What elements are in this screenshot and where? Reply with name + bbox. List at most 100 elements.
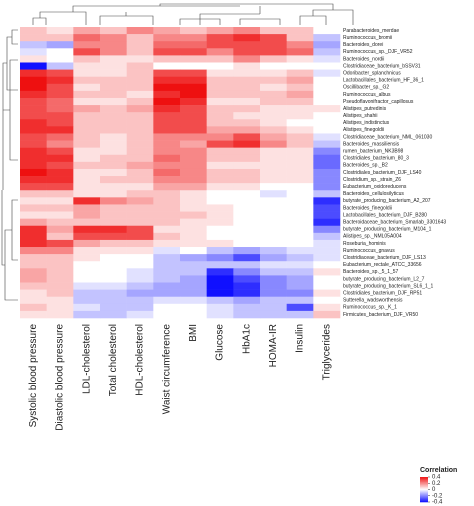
row-label: Clostridiales_bacterium_DJF_RP51	[343, 290, 422, 296]
column-label: LDL-cholesterol	[81, 324, 92, 394]
heatmap-cell	[233, 183, 261, 191]
heatmap-cell	[260, 218, 287, 227]
heatmap-cell	[20, 55, 47, 63]
heatmap-cell	[126, 147, 154, 156]
heatmap-cell	[46, 41, 74, 49]
colorbar-segment	[420, 480, 428, 482]
heatmap-cell	[286, 183, 314, 191]
heatmap-cell	[180, 275, 207, 283]
heatmap-cell	[46, 239, 74, 248]
heatmap-cell	[153, 204, 181, 212]
heatmap-cell	[73, 268, 101, 276]
heatmap-cell	[100, 27, 127, 35]
heatmap-cell	[73, 190, 101, 198]
colorbar-segment	[420, 489, 428, 491]
heatmap-cell	[180, 282, 207, 290]
heatmap-cell	[153, 232, 181, 241]
heatmap-cell	[180, 268, 207, 276]
column-label: Systolic blood pressure	[28, 324, 39, 428]
heatmap-cell	[20, 168, 47, 177]
heatmap-cell	[260, 83, 287, 92]
heatmap-cell	[180, 232, 207, 241]
heatmap-cell	[313, 176, 341, 184]
heatmap-cell	[313, 90, 341, 99]
heatmap-cell	[126, 140, 154, 148]
heatmap-cell	[286, 140, 314, 148]
heatmap-cell	[286, 62, 314, 70]
heatmap-cell	[73, 76, 101, 85]
heatmap-cell	[206, 247, 234, 255]
heatmap-cell	[73, 55, 101, 63]
row-label: butyrate_producing_bacterium_A2_207	[343, 198, 431, 204]
heatmap-cell	[260, 261, 287, 269]
heatmap-cell	[100, 62, 127, 70]
heatmap-cell	[313, 112, 341, 120]
column-label: Waist circumference	[161, 324, 172, 415]
heatmap-cell	[126, 119, 154, 127]
heatmap-cell	[153, 261, 181, 269]
heatmap-cell	[260, 183, 287, 191]
heatmap-cell	[260, 126, 287, 134]
row-label: Ruminococcus_bromii	[343, 35, 392, 41]
colorbar-segment	[420, 482, 428, 484]
heatmap-cell	[313, 296, 341, 305]
heatmap-cell	[260, 190, 287, 198]
heatmap-cell	[260, 140, 287, 148]
heatmap-cell	[313, 34, 341, 42]
heatmap-cell	[233, 55, 261, 63]
heatmap-cell	[180, 176, 207, 184]
heatmap-cell	[286, 126, 314, 134]
heatmap-cell	[260, 282, 287, 290]
heatmap-cell	[233, 83, 261, 92]
heatmap-cell	[20, 303, 47, 312]
heatmap-cell	[73, 119, 101, 127]
heatmap-cell	[20, 218, 47, 227]
heatmap-cell	[233, 147, 261, 156]
heatmap-cell	[233, 62, 261, 70]
heatmap-cell	[20, 310, 47, 319]
heatmap-cell	[286, 261, 314, 269]
colorbar-segment	[420, 497, 428, 498]
heatmap-cell	[46, 261, 74, 269]
heatmap-cell	[73, 83, 101, 92]
colorbar-segment	[420, 481, 428, 483]
heatmap-cell	[153, 27, 181, 35]
heatmap-cell	[46, 55, 74, 63]
heatmap-cell	[153, 55, 181, 63]
heatmap-cell	[46, 97, 74, 106]
heatmap-cell	[313, 105, 341, 113]
column-label: HOMA-IR	[268, 324, 279, 367]
heatmap-cell	[153, 48, 181, 56]
heatmap-cell	[153, 275, 181, 283]
heatmap-cell	[206, 303, 234, 312]
heatmap-cell	[153, 105, 181, 113]
heatmap-cell	[100, 310, 127, 319]
heatmap-cell	[286, 275, 314, 283]
heatmap-cell	[313, 275, 341, 283]
row-label: Bacteroides_cellulosilyticus	[343, 191, 404, 197]
row-label: Alistipes_indistinctus	[343, 120, 390, 126]
heatmap-cell	[126, 218, 154, 227]
heatmap-cell	[73, 168, 101, 177]
heatmap-cell	[313, 154, 341, 163]
heatmap-cell	[180, 211, 207, 219]
heatmap-cell	[180, 27, 207, 35]
heatmap-cell	[233, 282, 261, 290]
heatmap-cell	[126, 225, 154, 234]
heatmap-cell	[20, 232, 47, 241]
heatmap-cell	[286, 232, 314, 241]
heatmap-cell	[20, 247, 47, 255]
heatmap-cell	[286, 27, 314, 35]
heatmap-cell	[126, 310, 154, 319]
heatmap-cell	[73, 147, 101, 156]
heatmap-cell	[233, 289, 261, 298]
heatmap-cell	[313, 76, 341, 85]
colorbar-segment	[420, 490, 428, 492]
heatmap-cell	[313, 168, 341, 177]
heatmap-cell	[180, 190, 207, 198]
heatmap-cell	[180, 225, 207, 234]
heatmap-cell	[73, 154, 101, 163]
heatmap-cell	[206, 183, 234, 191]
heatmap-cell	[73, 225, 101, 234]
heatmap-cell	[260, 239, 287, 248]
